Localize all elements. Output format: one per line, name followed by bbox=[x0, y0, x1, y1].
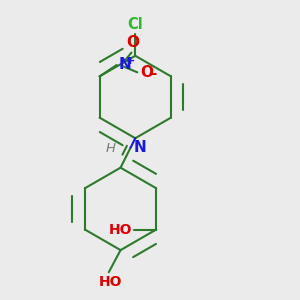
Text: O: O bbox=[140, 65, 153, 80]
Text: H: H bbox=[106, 142, 116, 155]
Text: +: + bbox=[126, 56, 135, 66]
Text: N: N bbox=[118, 58, 131, 73]
Text: HO: HO bbox=[109, 223, 133, 236]
Text: -: - bbox=[150, 66, 156, 81]
Text: N: N bbox=[134, 140, 147, 154]
Text: HO: HO bbox=[98, 274, 122, 289]
Text: O: O bbox=[126, 35, 140, 50]
Text: Cl: Cl bbox=[128, 17, 143, 32]
